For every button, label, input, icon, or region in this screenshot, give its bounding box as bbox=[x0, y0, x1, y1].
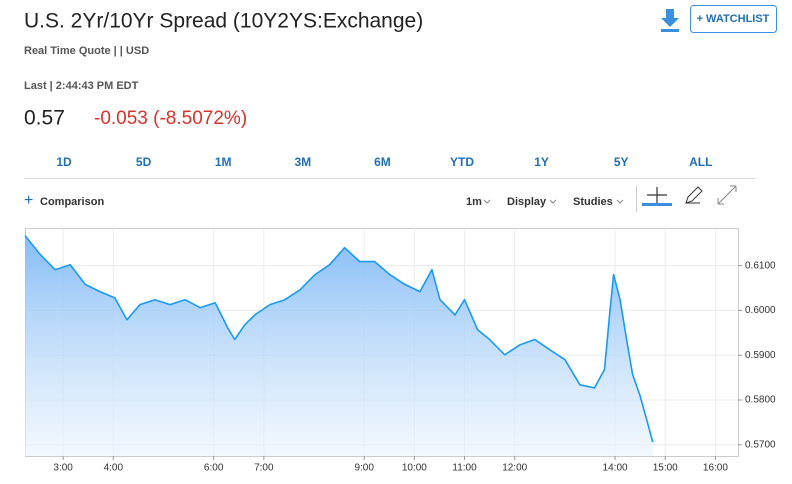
watchlist-border bbox=[690, 5, 777, 33]
draw-button[interactable] bbox=[685, 186, 703, 204]
comparison-button[interactable]: Comparison bbox=[40, 196, 104, 208]
x-tick-label: 10:00 bbox=[402, 463, 427, 474]
expand-button[interactable] bbox=[717, 185, 737, 205]
subtitle: Real Time Quote | | USD bbox=[24, 45, 149, 57]
studies-menu[interactable]: Studies bbox=[573, 196, 613, 208]
title: U.S. 2Yr/10Yr Spread (10Y2YS:Exchange) bbox=[24, 10, 423, 33]
download-icon bbox=[661, 9, 679, 27]
x-tick-label: 11:00 bbox=[452, 463, 477, 474]
display-menu[interactable]: Display bbox=[507, 196, 547, 208]
x-tick-label: 14:00 bbox=[603, 463, 628, 474]
x-tick-label: 7:00 bbox=[254, 463, 274, 474]
range-tab[interactable]: YTD bbox=[450, 155, 474, 169]
x-tick-label: 6:00 bbox=[204, 463, 224, 474]
download-base bbox=[661, 29, 679, 32]
x-tick-label: 3:00 bbox=[53, 463, 73, 474]
last-time: Last | 2:44:43 PM EDT bbox=[24, 80, 139, 92]
y-tick-label: 0.6000 bbox=[745, 305, 776, 316]
plus-icon: + bbox=[24, 192, 33, 209]
crosshair-active bbox=[642, 203, 672, 206]
range-tab[interactable]: 1Y bbox=[534, 155, 549, 169]
crosshair-icon bbox=[647, 187, 667, 203]
y-tick-label: 0.5800 bbox=[745, 395, 776, 406]
range-tab[interactable]: 1D bbox=[56, 155, 72, 169]
price-line bbox=[24, 235, 654, 443]
range-tab[interactable]: 1M bbox=[215, 155, 232, 169]
x-tick-label: 4:00 bbox=[104, 463, 124, 474]
range-tab[interactable]: 5D bbox=[136, 155, 152, 169]
range-tab[interactable]: ALL bbox=[689, 155, 712, 169]
range-tab[interactable]: 6M bbox=[374, 155, 391, 169]
interval-menu[interactable]: 1m bbox=[466, 196, 482, 208]
watchlist-button[interactable]: + WATCHLIST bbox=[690, 5, 777, 33]
price-change: -0.053 (-8.5072%) bbox=[94, 108, 247, 129]
range-tabs: 1D 5D 1M 3M 6M YTD 1Y 5Y ALL bbox=[56, 155, 712, 169]
x-tick-label: 9:00 bbox=[354, 463, 374, 474]
y-tick-label: 0.5900 bbox=[745, 350, 776, 361]
watchlist-label: + WATCHLIST bbox=[697, 13, 770, 25]
x-tick-label: 15:00 bbox=[653, 463, 678, 474]
chart: 0.5700 0.5800 0.5900 0.6000 0.6100 3:00 4:00 6:… bbox=[24, 228, 776, 474]
area-fill bbox=[25, 235, 653, 456]
range-tab[interactable]: 3M bbox=[294, 155, 311, 169]
download-button[interactable] bbox=[661, 9, 679, 32]
y-tick-label: 0.5700 bbox=[745, 439, 776, 450]
menu-carets bbox=[483, 199, 624, 204]
last-price: 0.57 bbox=[24, 107, 65, 130]
x-tick-label: 12:00 bbox=[502, 463, 527, 474]
y-tick-label: 0.6100 bbox=[745, 260, 776, 271]
range-tab[interactable]: 5Y bbox=[614, 155, 629, 169]
x-tick-label: 16:00 bbox=[703, 463, 728, 474]
crosshair-button[interactable] bbox=[642, 187, 672, 206]
